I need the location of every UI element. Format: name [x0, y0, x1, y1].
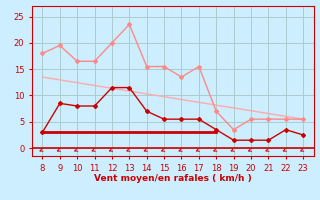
X-axis label: Vent moyen/en rafales ( km/h ): Vent moyen/en rafales ( km/h )	[94, 174, 252, 183]
